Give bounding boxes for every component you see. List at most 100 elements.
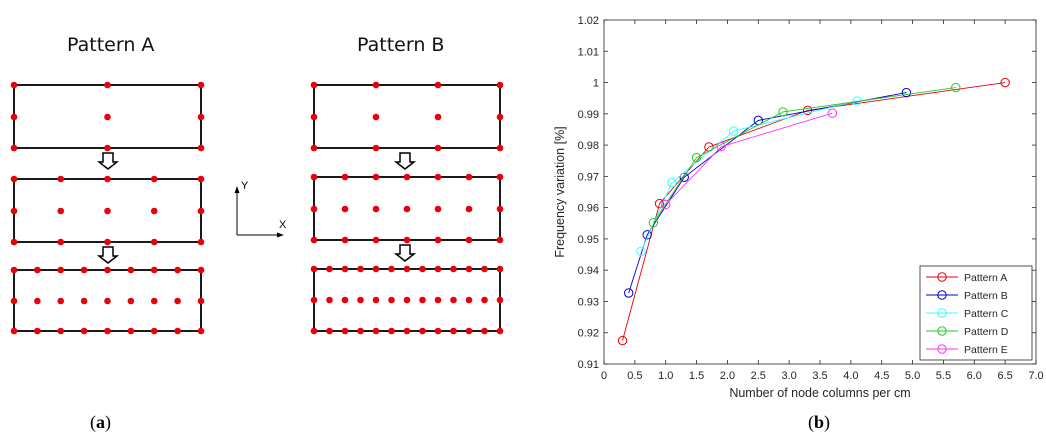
pattern-b-level-3-node [419,296,426,304]
pattern-b-level-3-node [465,296,473,304]
pattern-a-level-2-node [104,175,111,183]
legend-label: Pattern D [964,326,1009,338]
pattern-a-title: Pattern A [67,34,155,56]
pattern-b-level-3-node [465,327,473,335]
series-point-1 [654,198,665,209]
pattern-b-level-3-node [357,327,364,335]
pattern-b-level-3-node [310,265,318,273]
pattern-a-level-2-node [10,238,18,246]
pattern-a-level-2-node [150,238,158,246]
pattern-b-level-1-node [372,81,380,89]
series-point-5 [716,141,726,152]
y-axis-label: Y [241,180,249,192]
caption-b-open: ( [808,412,814,432]
series-point-2 [623,288,634,298]
pattern-a-level-2-node [10,207,18,215]
pattern-b-level-3-node [465,265,473,273]
y-tick-label: 0.91 [578,359,599,371]
pattern-b-level-3-node [403,296,411,304]
pattern-a-level-3-node [34,266,41,274]
pattern-a-level-2-node [150,207,158,215]
caption-b-close: ) [824,412,831,432]
y-axis-arrow-icon [234,186,240,193]
series-point-4 [648,217,659,228]
pattern-b-level-3-node [388,327,395,335]
pattern-a-level-2-node [197,175,205,183]
pattern-a-level-2-node [57,175,65,183]
pattern-a-level-1-node [104,144,111,152]
pattern-a-level-3-node [127,266,135,274]
pattern-a-level-3-node [104,297,111,305]
pattern-b-level-1-node [310,81,318,89]
pattern-a-level-2-node [57,207,65,215]
pattern-b-level-3-node [310,296,318,304]
series-point-2 [901,87,912,98]
series-line-3 [640,100,858,252]
series-point-4 [951,82,961,93]
pattern-a-level-3-node [34,297,41,305]
pattern-a-level-3-node [174,266,181,274]
pattern-a-level-3-node [127,327,135,335]
pattern-b-level-2-node [434,205,442,213]
x-axis-title: Number of node columns per cm [729,386,910,400]
legend-marker [937,308,947,318]
caption-a-letter: a [96,412,105,432]
pattern-a-level-3-node [80,297,88,305]
pattern-b-level-1-node [310,144,318,152]
pattern-b-level-3-node [341,296,349,304]
pattern-a-level-2-node [197,238,205,246]
pattern-a-level-3-node [174,327,181,335]
y-tick-label: 0.99 [578,109,599,121]
x-tick-label: 0 [601,370,607,382]
legend-marker [937,344,947,354]
x-axis-arrow-icon [277,232,284,238]
pattern-a-level-1-node [10,113,18,121]
pattern-b-level-2-node [496,205,504,213]
series-point-4 [778,107,788,117]
series-point-3 [667,177,677,188]
pattern-a-level-3-node [34,327,41,335]
pattern-a-level-3-node [127,297,135,305]
series-line-5 [665,112,833,205]
legend-label: Pattern B [964,290,1008,302]
pattern-b-level-1-node [496,113,504,121]
pattern-b-level-2-node [341,205,349,213]
x-tick-label: 2.5 [751,370,766,382]
pattern-a-level-3-node [197,266,205,274]
pattern-b-level-3-node [403,265,411,273]
legend-label: Pattern E [964,344,1008,356]
x-tick-label: 2.0 [720,370,735,382]
y-tick-label: 1.02 [578,15,599,27]
pattern-a-level-3-node [57,266,65,274]
pattern-b-level-2-node [310,205,318,213]
pattern-a-level-1-node [197,144,205,152]
pattern-a-level-3-node [10,327,18,335]
pattern-b-level-3-node [419,265,426,273]
pattern-b-level-2-node [465,236,473,244]
x-tick-label: 5.0 [905,370,920,382]
pattern-b-level-1-node [434,113,442,121]
pattern-b-level-3-node [341,327,349,335]
caption-a-close: ) [105,412,111,432]
pattern-b-level-1-outline [313,84,501,149]
pattern-a-level-2-node [57,238,65,246]
pattern-a-level-1-node [197,113,205,121]
pattern-b-level-3-node [310,327,318,335]
pattern-a-level-1-node [104,113,111,121]
pattern-b-level-2-node [372,173,380,181]
pattern-b-level-2-node [434,173,442,181]
pattern-b-level-3-node [388,265,395,273]
pattern-a-level-3-node [150,266,158,274]
node-pattern-diagram: YX [10,81,504,335]
pattern-b-level-3-node [434,296,442,304]
series-point-1 [1000,77,1010,88]
pattern-a-level-3-node [57,297,65,305]
x-tick-label: 6.0 [967,370,982,382]
y-tick-label: 0.92 [578,328,599,340]
pattern-b-level-3-node [481,327,488,335]
pattern-b-level-2-node [310,173,318,181]
pattern-a-level-3-node [10,297,18,305]
pattern-b-level-2-node [496,236,504,244]
caption-a: (a) [90,412,111,433]
caption-b-letter: b [814,412,825,432]
